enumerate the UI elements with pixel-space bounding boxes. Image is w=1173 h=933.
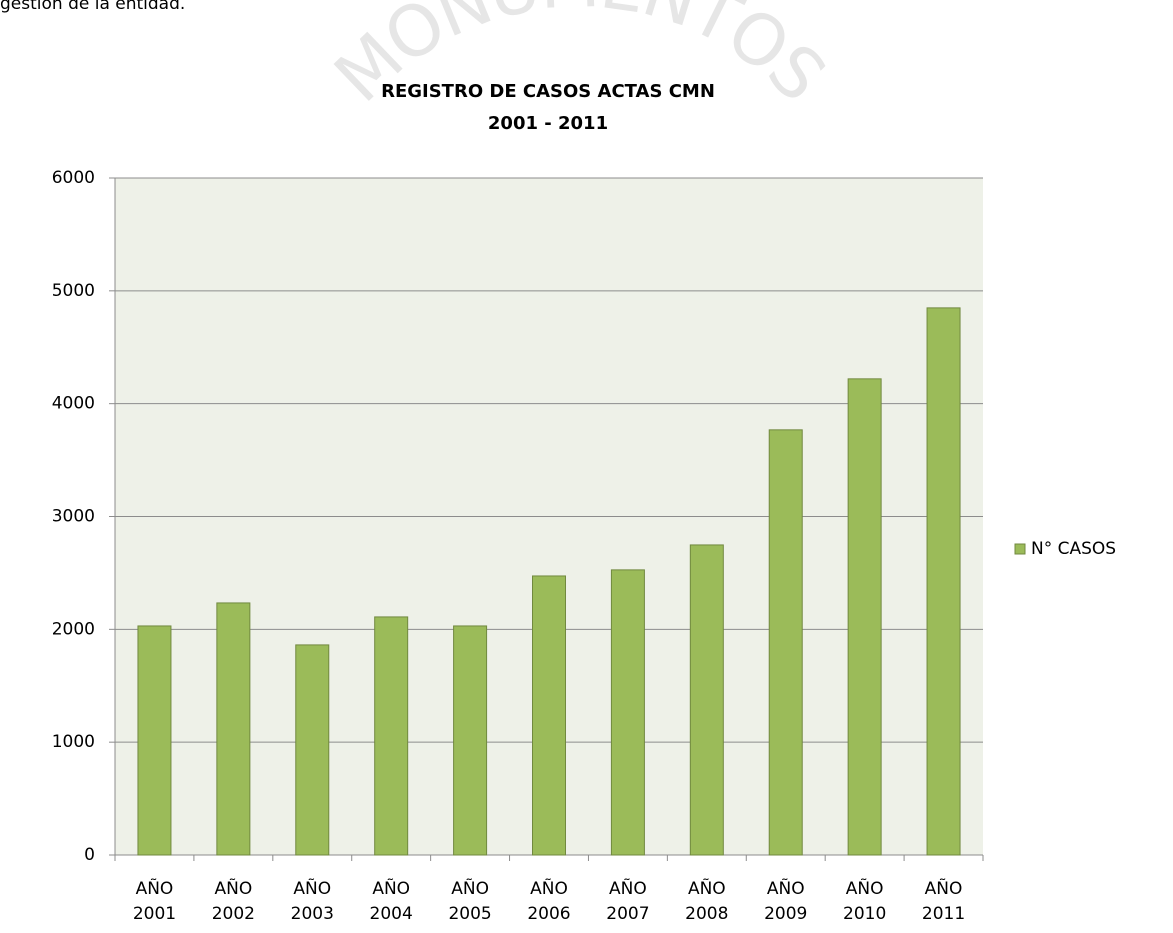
x-tick-label-line: 2002 (212, 904, 255, 924)
x-tick-label-line: AÑO (530, 877, 568, 899)
x-tick-label: AÑO 2007 (606, 877, 649, 924)
bar (689, 544, 724, 856)
bar (926, 307, 961, 856)
x-tick-label: AÑO 2009 (764, 877, 807, 924)
legend-swatch (1014, 543, 1026, 555)
y-tick-label: 5000 (52, 281, 95, 301)
bar (137, 625, 172, 856)
x-tick-label-line: AÑO (451, 877, 489, 899)
x-tick-label: AÑO 2010 (843, 877, 886, 924)
x-tick-label: AÑO 2006 (527, 877, 570, 924)
bar (532, 575, 566, 856)
x-tick-label-line: AÑO (846, 877, 884, 899)
x-tick-label-line: 2005 (448, 904, 491, 924)
y-tick-label: 6000 (52, 168, 95, 188)
x-tick-label-line: AÑO (136, 877, 174, 899)
bar (453, 625, 488, 856)
y-tick-label: 4000 (52, 394, 95, 414)
legend-label: N° CASOS (1031, 539, 1116, 559)
x-tick-label-line: 2006 (527, 904, 570, 924)
x-tick-label-line: AÑO (609, 877, 647, 899)
bar (295, 644, 330, 856)
x-tick-label: AÑO 2005 (448, 877, 491, 924)
x-tick-label-line: 2011 (922, 904, 965, 924)
x-tick-label-line: 2003 (291, 904, 334, 924)
y-tick-label: 0 (84, 845, 95, 865)
bar (768, 429, 803, 856)
bar (374, 616, 409, 856)
bar (610, 569, 645, 856)
x-tick-label-line: 2007 (606, 904, 649, 924)
x-tick-label-line: AÑO (372, 877, 410, 899)
x-tick-label-line: AÑO (688, 877, 726, 899)
x-tick-label: AÑO 2002 (212, 877, 255, 924)
bar (847, 378, 882, 856)
x-tick-label: AÑO 2011 (922, 877, 965, 924)
caption-text: gestión de la entidad. (0, 0, 185, 14)
chart-subtitle: 2001 - 2011 (488, 113, 608, 134)
x-tick-label-line: AÑO (925, 877, 963, 899)
x-tick-label-line: AÑO (767, 877, 805, 899)
x-tick-label: AÑO 2004 (370, 877, 413, 924)
x-tick-label-line: 2004 (370, 904, 413, 924)
y-tick-label: 2000 (52, 619, 95, 639)
x-tick-label-line: 2001 (133, 904, 176, 924)
y-tick-label: 3000 (52, 507, 95, 527)
bar (216, 602, 251, 856)
x-tick-label: AÑO 2001 (133, 877, 176, 924)
x-tick-label-line: AÑO (214, 877, 252, 899)
y-tick-label: 1000 (52, 732, 95, 752)
x-tick-label: AÑO 2008 (685, 877, 728, 924)
chart-title: REGISTRO DE CASOS ACTAS CMN (381, 81, 715, 102)
x-tick-label-line: 2009 (764, 904, 807, 924)
x-tick-label-line: 2010 (843, 904, 886, 924)
x-tick-label: AÑO 2003 (291, 877, 334, 924)
x-tick-label-line: 2008 (685, 904, 728, 924)
x-tick-label-line: AÑO (293, 877, 331, 899)
